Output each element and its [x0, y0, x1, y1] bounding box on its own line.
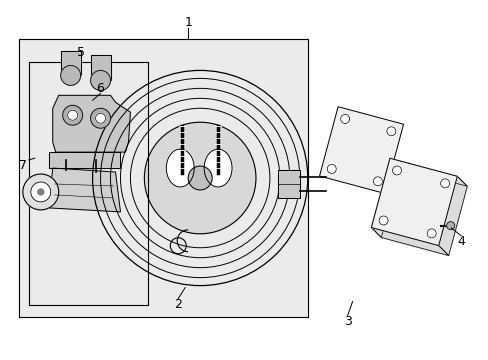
Text: 4: 4 — [456, 235, 464, 248]
Circle shape — [31, 182, 51, 202]
Circle shape — [446, 222, 454, 230]
Bar — [61, 50, 81, 75]
Text: 2: 2 — [174, 298, 182, 311]
Text: 3: 3 — [343, 315, 351, 328]
Polygon shape — [370, 158, 456, 246]
Bar — [19, 39, 307, 318]
Polygon shape — [53, 95, 130, 152]
Circle shape — [392, 166, 401, 175]
Ellipse shape — [166, 149, 194, 187]
Ellipse shape — [203, 149, 232, 187]
Bar — [61, 50, 81, 75]
Text: 5: 5 — [77, 46, 84, 59]
Circle shape — [90, 108, 110, 128]
Text: 7: 7 — [19, 158, 27, 172]
Circle shape — [378, 216, 387, 225]
Text: 6: 6 — [97, 82, 104, 95]
Circle shape — [61, 66, 81, 85]
Circle shape — [62, 105, 82, 125]
Circle shape — [427, 229, 435, 238]
Bar — [29, 62, 148, 305]
Circle shape — [23, 174, 59, 210]
Circle shape — [144, 122, 255, 234]
Polygon shape — [49, 152, 120, 168]
Bar — [277, 170, 299, 198]
Circle shape — [386, 127, 395, 136]
Circle shape — [67, 110, 78, 120]
Polygon shape — [49, 168, 120, 212]
Polygon shape — [381, 168, 467, 256]
Polygon shape — [319, 107, 403, 194]
Bar — [277, 170, 299, 198]
Polygon shape — [438, 176, 467, 256]
Circle shape — [340, 114, 349, 123]
Circle shape — [92, 71, 307, 285]
Circle shape — [326, 165, 336, 174]
Circle shape — [95, 113, 105, 123]
Bar — [90, 55, 110, 80]
Text: 1: 1 — [184, 16, 192, 29]
Polygon shape — [370, 228, 448, 256]
Circle shape — [188, 166, 212, 190]
Bar — [90, 55, 110, 80]
Polygon shape — [370, 158, 399, 238]
Circle shape — [38, 189, 44, 195]
Circle shape — [90, 71, 110, 90]
Circle shape — [440, 179, 448, 188]
Circle shape — [373, 177, 382, 186]
Polygon shape — [389, 158, 467, 186]
Bar — [29, 62, 148, 305]
Bar — [19, 39, 307, 318]
